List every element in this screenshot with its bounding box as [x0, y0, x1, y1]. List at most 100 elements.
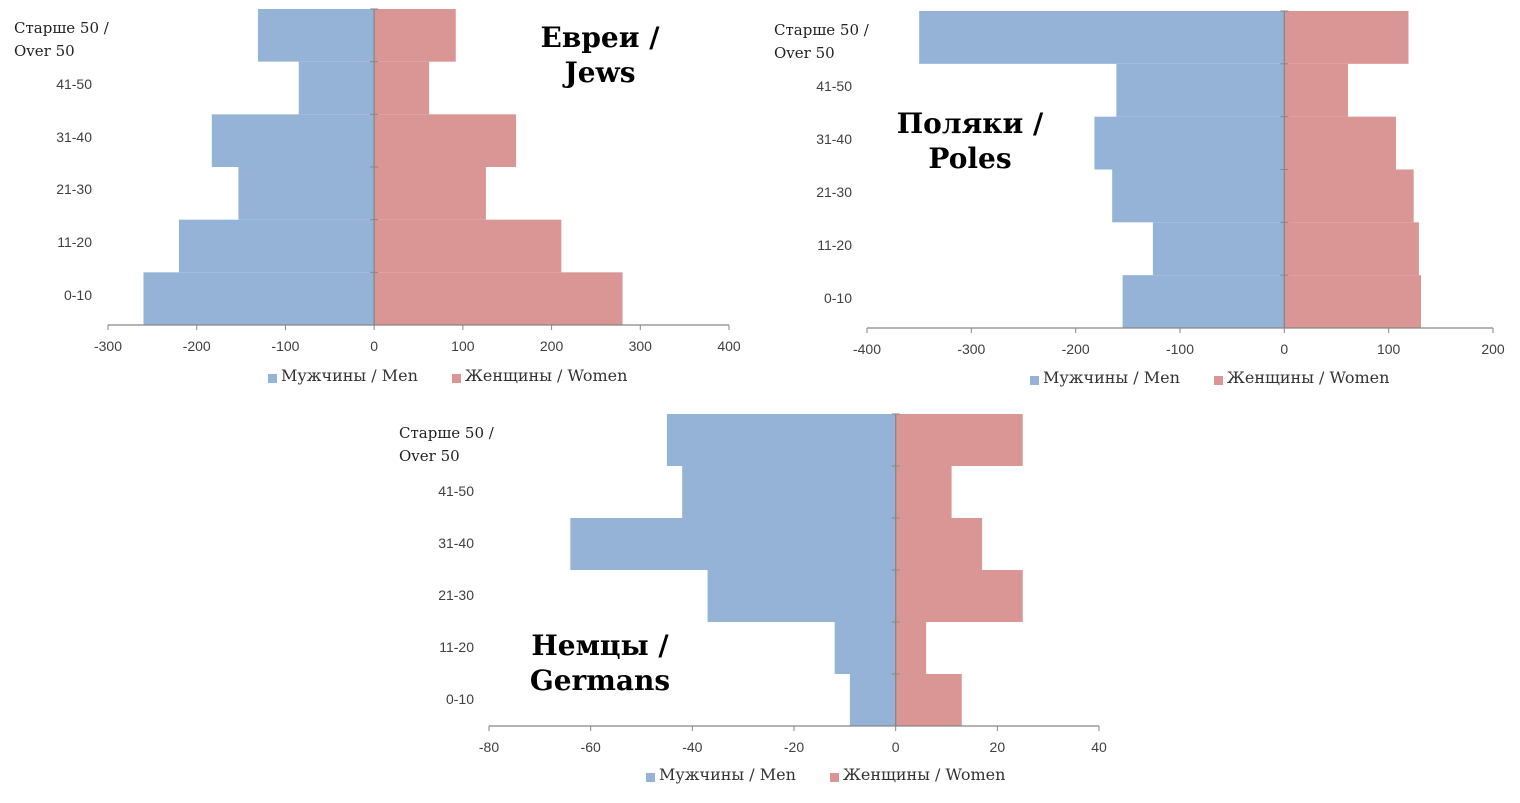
category-label: 41-50 [438, 483, 474, 499]
category-label: 11-20 [57, 234, 92, 250]
legend-swatch-women [451, 373, 461, 383]
x-tick-label: -100 [1165, 341, 1195, 357]
men-bar-21-30 [707, 570, 896, 622]
women-bar-0-10 [1284, 275, 1422, 328]
category-label: 31-40 [56, 128, 92, 145]
x-tick-label: -300 [93, 338, 123, 354]
x-tick-label: 100 [451, 338, 475, 354]
x-tick-label: 0 [370, 338, 379, 354]
x-tick-label: 20 [989, 739, 1006, 755]
women-bar-41-50 [374, 61, 430, 115]
chart-1 [866, 10, 1494, 333]
men-bar-41-50 [682, 466, 896, 518]
men-bar-11-20 [1152, 222, 1285, 276]
category-label: Старше 50 / Over 50 [399, 424, 494, 465]
category-label: 11-20 [817, 236, 852, 253]
category-label: 31-40 [816, 131, 852, 148]
category-label: Старше 50 / Over 50 [14, 19, 109, 60]
legend-label: Мужчины / Men [659, 765, 796, 784]
legend-label: Женщины / Women [842, 765, 1006, 784]
men-bar-21-30 [238, 167, 375, 220]
category-label: 21-30 [56, 181, 92, 198]
women-bar-Старше [374, 9, 456, 62]
category-label: 0-10 [445, 691, 474, 707]
women-bar-31-40 [374, 114, 517, 167]
category-label: 41-50 [816, 78, 852, 95]
women-bar-11-20 [1284, 222, 1419, 276]
women-bar-21-30 [895, 570, 1023, 622]
x-tick-label: 100 [1376, 341, 1401, 357]
legend-swatch-women [829, 772, 839, 782]
x-tick-label: 0 [1280, 341, 1289, 357]
men-bar-41-50 [298, 61, 375, 115]
category-label: 21-30 [438, 587, 474, 603]
women-bar-0-10 [895, 674, 962, 726]
legend-item-women: Женщины / Women [451, 366, 628, 385]
x-tick-label: 300 [628, 338, 652, 354]
legend-item-men: Мужчины / Men [1030, 368, 1180, 387]
x-tick-label: 200 [539, 338, 564, 354]
legend-swatch-women [1213, 375, 1223, 385]
x-tick-label: 400 [717, 338, 741, 354]
chart-title: Поляки / Poles [896, 107, 1044, 175]
x-tick-label: -80 [478, 739, 500, 755]
x-tick-label: -100 [271, 338, 300, 354]
x-tick-label: 40 [1091, 739, 1107, 755]
legend-item-men: Мужчины / Men [268, 366, 418, 385]
category-label: Старше 50 / Over 50 [774, 21, 869, 62]
women-bar-11-20 [374, 219, 562, 273]
legend: Мужчины / Men Женщины / Women [646, 765, 1005, 784]
women-bar-21-30 [1284, 169, 1414, 223]
women-bar-31-40 [1284, 116, 1396, 170]
chart-title: Евреи / Jews [540, 21, 660, 89]
men-bar-21-30 [1112, 169, 1285, 223]
x-tick-label: -60 [580, 739, 601, 755]
legend-item-women: Женщины / Women [1213, 368, 1390, 387]
legend-label: Женщины / Women [1226, 368, 1390, 387]
chart-2 [488, 413, 1100, 731]
x-tick-label: -40 [682, 739, 703, 755]
category-label: 31-40 [438, 535, 474, 551]
x-tick-label: -200 [1061, 341, 1090, 357]
legend-item-men: Мужчины / Men [646, 765, 796, 784]
category-label: 41-50 [56, 76, 92, 92]
chart-0 [107, 8, 730, 330]
x-tick-label: -200 [182, 338, 211, 354]
x-tick-label: 0 [891, 739, 900, 755]
category-label: 0-10 [63, 286, 92, 303]
x-tick-label: -300 [957, 341, 986, 357]
women-bar-Старше [1284, 11, 1409, 64]
x-tick-label: -20 [783, 739, 805, 755]
legend-label: Женщины / Women [464, 366, 628, 385]
legend-swatch-men [646, 772, 655, 782]
men-bar-Старше [666, 414, 896, 466]
x-tick-label: -400 [852, 341, 882, 357]
men-bar-Старше [919, 11, 1285, 64]
men-bar-31-40 [211, 114, 375, 167]
women-bar-21-30 [374, 167, 486, 220]
men-bar-41-50 [1116, 63, 1285, 117]
women-bar-0-10 [374, 272, 623, 325]
women-bar-41-50 [895, 466, 952, 518]
legend-label: Мужчины / Men [1043, 368, 1180, 387]
men-bar-0-10 [849, 674, 896, 726]
category-label: 11-20 [439, 639, 474, 655]
chart-title: Немцы / Germans [529, 629, 671, 697]
legend-swatch-men [1030, 375, 1039, 385]
legend-label: Мужчины / Men [281, 366, 418, 385]
women-bar-11-20 [895, 622, 927, 674]
men-bar-31-40 [1094, 116, 1285, 170]
men-bar-0-10 [143, 272, 375, 325]
legend: Мужчины / Men Женщины / Women [268, 366, 627, 385]
men-bar-Старше [257, 9, 375, 62]
legend-item-women: Женщины / Women [829, 765, 1006, 784]
men-bar-11-20 [178, 219, 375, 273]
men-bar-0-10 [1122, 275, 1285, 328]
legend-swatch-men [268, 373, 277, 383]
women-bar-31-40 [895, 518, 983, 570]
men-bar-11-20 [834, 622, 896, 674]
legend: Мужчины / Men Женщины / Women [1030, 368, 1389, 387]
category-label: 21-30 [816, 183, 852, 200]
